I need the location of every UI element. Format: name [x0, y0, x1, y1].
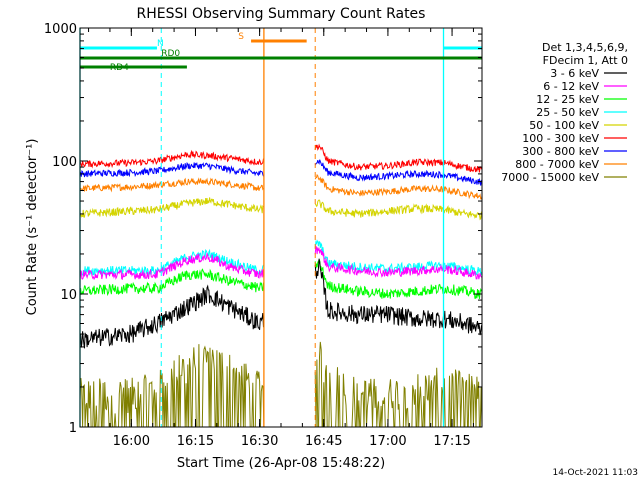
legend-label-9: 7000 - 15000 keV	[501, 171, 599, 184]
y-tick-label-1000: 1000	[44, 22, 77, 37]
series-6-12-kev-segment-1	[79, 252, 264, 281]
series-3-6-kev-segment-1	[79, 284, 264, 349]
flag-label-rd0: RD0	[161, 49, 180, 59]
flag-label-n: N	[157, 39, 164, 49]
series-7000-15000-kev-segment-2	[314, 341, 483, 428]
generation-timestamp: 14-Oct-2021 11:03	[553, 468, 638, 478]
series-12-25-kev-segment-1	[79, 268, 264, 297]
series-100-300-kev-segment-2	[314, 143, 483, 173]
series-50-100-kev-segment-1	[79, 197, 264, 218]
legend-label-7: 300 - 800 keV	[522, 145, 599, 158]
series-800-7000-kev-segment-1	[79, 177, 264, 193]
legend-label-4: 25 - 50 keV	[536, 106, 599, 119]
flag-label-rd4: RD4	[110, 63, 129, 73]
y-axis-label: Count Rate (s⁻¹ detector⁻¹)	[25, 139, 40, 316]
x-tick-label-16:00: 16:00	[113, 434, 150, 449]
y-tick-label-1: 1	[69, 421, 77, 436]
x-tick-label-17:15: 17:15	[433, 434, 470, 449]
x-tick-label-16:30: 16:30	[241, 434, 278, 449]
plot-frame	[79, 27, 483, 428]
x-tick-label-17:00: 17:00	[369, 434, 406, 449]
series-6-12-kev-segment-2	[314, 245, 483, 280]
legend-label-1: 3 - 6 keV	[550, 67, 599, 80]
series-7000-15000-kev-segment-1	[79, 344, 265, 428]
legend-label-2: 6 - 12 keV	[543, 80, 599, 93]
series-25-50-kev-segment-1	[79, 248, 264, 277]
x-axis-label: Start Time (26-Apr-08 15:48:22)	[177, 456, 385, 471]
legend-label-3: 12 - 25 keV	[536, 93, 599, 106]
legend-label-8: 800 - 7000 keV	[515, 158, 599, 171]
series-800-7000-kev-segment-2	[314, 173, 483, 200]
series-100-300-kev-segment-1	[79, 149, 264, 169]
legend: Det 1,3,4,5,6,9,FDecim 1, Att 03 - 6 keV…	[501, 41, 628, 184]
flag-label-s: S	[238, 32, 244, 42]
legend-header-1: Det 1,3,4,5,6,9,	[542, 41, 628, 54]
axis-layer: 1 10 100 1000 16:00 16:15 16:30 16:45 17:00 17:15	[44, 22, 482, 449]
series-3-6-kev-segment-2	[314, 258, 483, 336]
x-tick-label-16:45: 16:45	[305, 434, 342, 449]
y-tick-label-10: 10	[60, 288, 77, 303]
chart-title: RHESSI Observing Summary Count Rates	[137, 6, 426, 22]
legend-label-5: 50 - 100 keV	[529, 119, 599, 132]
series-12-25-kev-segment-2	[314, 259, 483, 300]
legend-label-6: 100 - 300 keV	[522, 132, 599, 145]
x-tick-label-16:15: 16:15	[177, 434, 214, 449]
series-300-800-kev-segment-2	[314, 159, 483, 186]
series-300-800-kev-segment-1	[79, 161, 264, 178]
series-50-100-kev-segment-2	[314, 199, 483, 221]
y-tick-label-100: 100	[52, 155, 77, 170]
legend-header-2: FDecim 1, Att 0	[543, 54, 628, 67]
